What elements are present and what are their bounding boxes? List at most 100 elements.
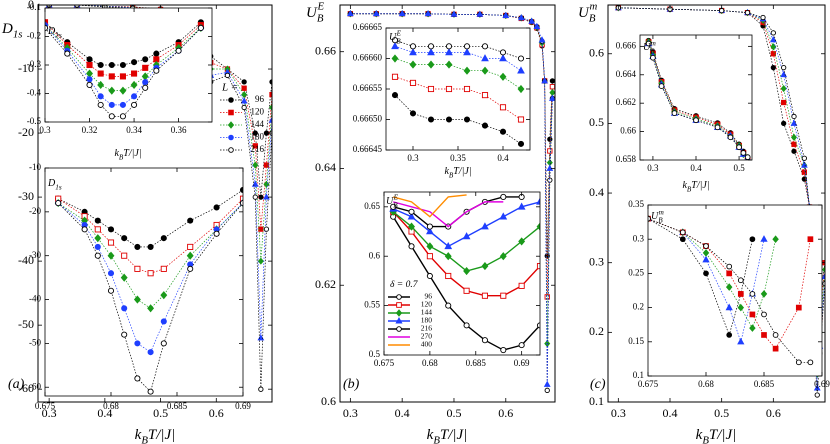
y-tick-label: 0.25 xyxy=(628,267,644,277)
plot-area xyxy=(386,28,530,150)
marker xyxy=(693,117,699,124)
marker xyxy=(549,84,555,90)
marker xyxy=(476,10,484,17)
legend-label: 144 xyxy=(421,308,433,317)
label-part: T/|J| xyxy=(691,180,709,191)
marker xyxy=(801,155,807,161)
marker xyxy=(463,48,471,56)
marker xyxy=(268,116,272,123)
marker xyxy=(444,242,453,250)
marker xyxy=(252,143,258,149)
marker xyxy=(807,236,814,243)
label-part: B xyxy=(396,37,401,45)
marker xyxy=(74,5,80,8)
marker xyxy=(517,55,525,62)
marker xyxy=(108,73,115,80)
y-tick-label: 0.66645 xyxy=(353,144,383,154)
marker xyxy=(518,342,525,349)
series-line xyxy=(392,194,467,218)
x-tick-label: 0.675 xyxy=(374,358,395,368)
marker xyxy=(119,101,126,108)
marker xyxy=(130,80,138,90)
legend-label: 400 xyxy=(421,340,433,349)
marker xyxy=(481,337,488,344)
label-part: D xyxy=(47,26,56,37)
marker xyxy=(658,83,665,89)
marker xyxy=(499,252,507,261)
marker xyxy=(121,252,128,259)
legend-label: 120 xyxy=(421,300,433,309)
marker xyxy=(702,255,710,263)
marker xyxy=(86,61,93,69)
legend-label: 216 xyxy=(421,324,433,333)
marker xyxy=(160,265,167,272)
plot-area xyxy=(45,8,212,122)
label-part: k xyxy=(444,166,449,177)
y-tick-label: -60 xyxy=(18,381,34,395)
marker xyxy=(187,217,194,224)
marker xyxy=(263,193,270,200)
marker xyxy=(64,50,71,57)
marker xyxy=(131,59,138,66)
x-tick-label: 0.4 xyxy=(497,153,509,163)
series-line xyxy=(618,7,825,396)
marker xyxy=(241,79,247,85)
marker xyxy=(119,113,126,120)
x-tick-label: 0.3 xyxy=(611,406,626,420)
y-tick-label: -0.2 xyxy=(27,31,41,41)
y-tick-label: -60 xyxy=(29,381,41,391)
marker xyxy=(97,70,104,77)
marker xyxy=(517,66,525,74)
y-tick-label: 0.62 xyxy=(315,277,336,291)
y-tick-label: 0.5 xyxy=(589,115,604,129)
marker xyxy=(147,388,154,395)
axis-label: D1s xyxy=(1,21,22,40)
legend-marker xyxy=(227,121,235,129)
marker xyxy=(737,303,745,312)
legend-marker xyxy=(396,326,402,332)
y-tick-label: 0.664 xyxy=(616,69,637,79)
marker xyxy=(55,200,62,207)
x-tick-label: 0.5 xyxy=(153,406,168,420)
marker xyxy=(94,243,101,250)
marker xyxy=(727,134,734,141)
x-tick-label: 0.685 xyxy=(167,401,188,411)
marker xyxy=(197,24,204,32)
marker xyxy=(134,265,141,272)
x-tick-label: 0.6 xyxy=(766,406,781,420)
marker xyxy=(142,79,149,86)
label-part: U xyxy=(651,211,659,222)
x-tick-label: 0.6 xyxy=(209,406,224,420)
marker xyxy=(346,9,354,17)
y-tick-label: 0.15 xyxy=(628,336,644,346)
marker xyxy=(427,85,435,93)
marker xyxy=(427,116,435,123)
marker xyxy=(499,128,507,135)
series-line xyxy=(45,24,202,106)
panel-label: (a) xyxy=(8,377,25,392)
marker xyxy=(187,243,194,250)
series-group xyxy=(346,9,555,393)
marker xyxy=(544,294,550,300)
label-part: D xyxy=(47,178,56,189)
marker xyxy=(153,50,160,57)
marker xyxy=(426,227,434,235)
y-tick-label: -10 xyxy=(18,61,34,75)
marker xyxy=(749,311,756,318)
axes-frame xyxy=(607,4,826,403)
marker xyxy=(409,79,417,86)
marker xyxy=(821,266,825,274)
marker xyxy=(252,130,258,136)
x-tick-label: 0.4 xyxy=(395,406,410,420)
y-tick-label: -20 xyxy=(18,125,34,139)
marker xyxy=(119,86,127,95)
y-tick-label: -30 xyxy=(18,189,34,203)
label-part: B xyxy=(687,185,692,193)
marker xyxy=(536,263,540,270)
marker xyxy=(263,180,270,188)
y-tick-label: -40 xyxy=(29,294,41,304)
marker xyxy=(131,101,138,108)
series-line xyxy=(648,43,748,158)
plot-area xyxy=(45,168,243,396)
marker xyxy=(499,104,507,111)
